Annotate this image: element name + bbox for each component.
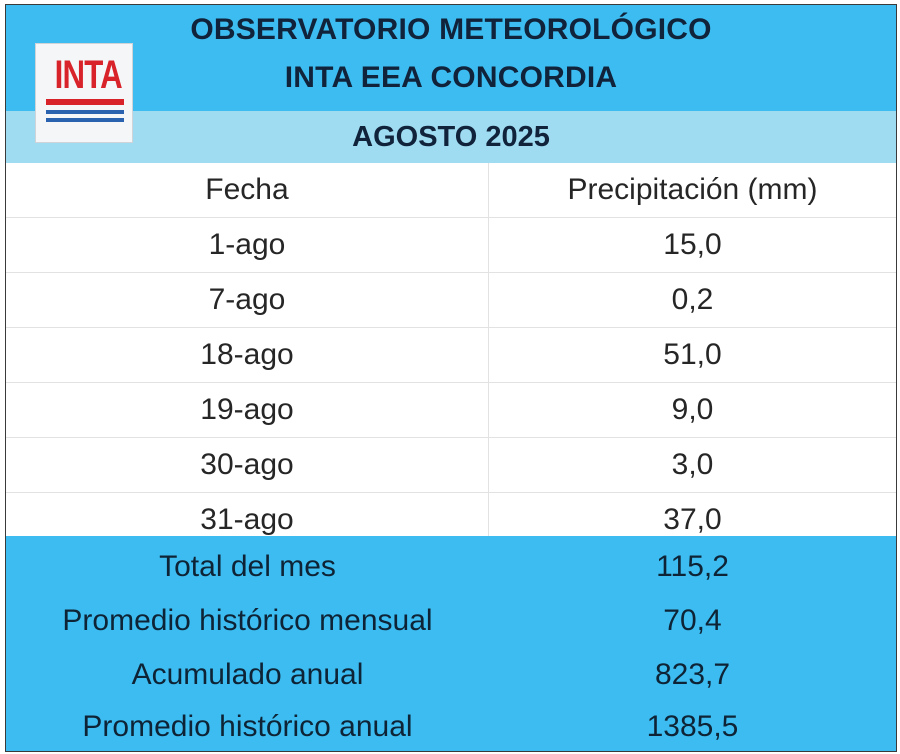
summary-label: Promedio histórico anual	[82, 710, 413, 743]
station-title: INTA EEA CONCORDIA	[284, 61, 618, 94]
table-header-row: Fecha Precipitación (mm)	[6, 163, 896, 218]
logo-blue-bar	[46, 118, 124, 122]
logo-red-bar	[46, 99, 124, 105]
summary-row-annual-average: Promedio histórico anual 1385,5	[6, 700, 896, 751]
header-band	[6, 5, 896, 111]
date-cell: 1-ago	[6, 218, 489, 272]
column-header-precipitacion: Precipitación (mm)	[567, 173, 818, 206]
precip-cell: 15,0	[663, 228, 722, 261]
summary-value: 1385,5	[646, 710, 739, 743]
summary-row-total: Total del mes 115,2	[6, 540, 896, 594]
precip-cell: 51,0	[663, 338, 722, 371]
date-cell: 30-ago	[6, 438, 489, 492]
column-header-fecha: Fecha	[6, 163, 489, 217]
table-row: 18-ago 51,0	[6, 328, 896, 383]
summary-label: Promedio histórico mensual	[62, 604, 433, 637]
logo-blue-bar	[46, 110, 124, 114]
precip-cell: 9,0	[671, 393, 714, 426]
summary-value: 823,7	[654, 658, 731, 691]
precip-cell: 37,0	[663, 503, 722, 536]
month-band	[6, 111, 896, 163]
summary-row-annual-accumulated: Acumulado anual 823,7	[6, 648, 896, 702]
table-row: 19-ago 9,0	[6, 383, 896, 438]
observatory-title: OBSERVATORIO METEOROLÓGICO	[190, 13, 712, 46]
inta-logo-text: INTA	[54, 53, 123, 97]
inta-logo: INTA	[35, 43, 133, 143]
month-title: AGOSTO 2025	[352, 121, 550, 153]
table-row: 30-ago 3,0	[6, 438, 896, 493]
report-card: OBSERVATORIO METEOROLÓGICO INTA EEA CONC…	[5, 4, 897, 752]
precip-cell: 3,0	[671, 448, 714, 481]
summary-value: 115,2	[656, 550, 729, 583]
summary-value: 70,4	[663, 604, 722, 637]
summary-label: Total del mes	[159, 550, 336, 583]
table-row: 7-ago 0,2	[6, 273, 896, 328]
summary-section: Total del mes 115,2 Promedio histórico m…	[6, 536, 896, 751]
date-cell: 19-ago	[6, 383, 489, 437]
date-cell: 18-ago	[6, 328, 489, 382]
summary-label: Acumulado anual	[131, 658, 364, 691]
summary-row-monthly-average: Promedio histórico mensual 70,4	[6, 594, 896, 648]
precipitation-table: Fecha Precipitación (mm) 1-ago 15,0 7-ag…	[6, 163, 896, 548]
date-cell: 31-ago	[6, 493, 489, 547]
precip-cell: 0,2	[671, 283, 714, 316]
date-cell: 7-ago	[6, 273, 489, 327]
table-row: 1-ago 15,0	[6, 218, 896, 273]
